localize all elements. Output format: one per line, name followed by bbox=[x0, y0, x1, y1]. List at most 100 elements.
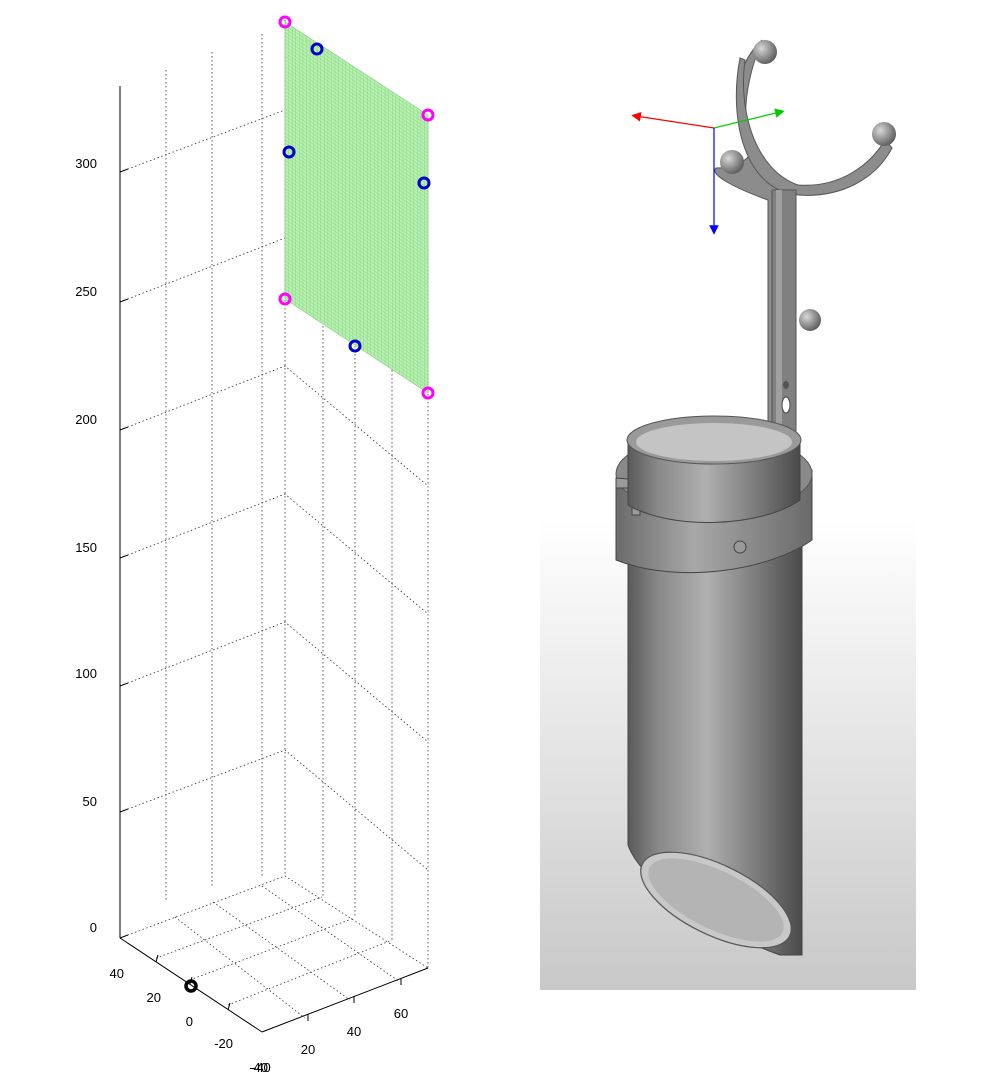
plane-mesh-line bbox=[284, 222, 429, 317]
x-tick: 40 bbox=[347, 1024, 361, 1039]
plane-mesh-line bbox=[284, 291, 429, 387]
plane-mesh-line bbox=[284, 253, 429, 348]
plane-mesh-line bbox=[284, 28, 429, 123]
plane-mesh-line bbox=[284, 80, 429, 175]
plane-mesh-line bbox=[284, 25, 429, 119]
z-axis-labels: 300 250 200 150 100 50 0 bbox=[75, 156, 97, 935]
fiducial-point bbox=[282, 145, 296, 159]
y-axis-arrow bbox=[713, 108, 785, 129]
plane-mesh-line bbox=[284, 177, 429, 272]
plane-mesh-line bbox=[284, 129, 429, 223]
corner-markers bbox=[278, 15, 435, 400]
y-axis-labels: 40 20 0 -20 -40 bbox=[110, 966, 268, 1075]
plane-mesh-line bbox=[284, 91, 429, 185]
plane-mesh-line bbox=[284, 201, 429, 296]
plane-mesh-line bbox=[284, 143, 429, 237]
coordinate-triad bbox=[631, 108, 785, 235]
plane-mesh-line bbox=[284, 257, 429, 352]
plane-mesh-line bbox=[284, 35, 429, 130]
plane-mesh-line bbox=[284, 205, 429, 300]
corner-marker bbox=[421, 108, 435, 122]
plane-mesh-line bbox=[284, 284, 429, 380]
plane-mesh-line bbox=[284, 146, 429, 241]
plane-mesh-line bbox=[284, 139, 429, 234]
plane-mesh-line bbox=[284, 281, 429, 376]
plane-mesh-line bbox=[284, 226, 429, 321]
plane-mesh-line bbox=[284, 63, 429, 157]
plane-mesh-line bbox=[284, 243, 429, 338]
x-tick: 60 bbox=[394, 1006, 408, 1021]
fiducial-balls bbox=[720, 40, 896, 331]
z-tick: 0 bbox=[90, 920, 97, 935]
plane-mesh-line bbox=[284, 59, 429, 154]
plane-mesh-line bbox=[284, 84, 429, 178]
plane-mesh-line bbox=[284, 250, 429, 345]
plane-mesh-line bbox=[284, 298, 429, 394]
plane-mesh-line bbox=[284, 70, 429, 164]
origin-marker bbox=[184, 979, 198, 993]
corner-marker bbox=[421, 386, 435, 400]
x-axis-labels: -40 20 40 60 bbox=[252, 1006, 408, 1075]
fiducial-point bbox=[348, 339, 362, 353]
plane-mesh-line bbox=[284, 132, 429, 227]
plane-mesh-line bbox=[284, 167, 429, 262]
plane-mesh-line bbox=[284, 66, 429, 161]
plane-mesh-line bbox=[284, 52, 429, 147]
plane-mesh-line bbox=[284, 160, 429, 255]
plane-mesh-line bbox=[284, 274, 429, 369]
z-tick: 50 bbox=[83, 794, 97, 809]
plane-mesh-line bbox=[284, 77, 429, 171]
plane-mesh-line bbox=[284, 111, 429, 206]
plane-mesh-line bbox=[284, 101, 429, 196]
y-tick: 20 bbox=[147, 990, 161, 1005]
z-tick: 300 bbox=[75, 156, 97, 171]
plane-mesh-line bbox=[284, 32, 429, 126]
3d-plot: 300 250 200 150 100 50 0 40 20 0 -20 -40… bbox=[75, 15, 435, 1075]
x-tick: -40 bbox=[252, 1060, 271, 1075]
cannula-tube bbox=[627, 529, 803, 956]
plane-mesh-line bbox=[284, 239, 429, 335]
fiducial-point bbox=[417, 176, 431, 190]
fiducial-point bbox=[310, 42, 324, 56]
plane-mesh-line bbox=[284, 104, 429, 199]
corner-marker bbox=[278, 15, 292, 29]
plane-mesh-line bbox=[284, 125, 429, 220]
tube-collar bbox=[626, 415, 802, 523]
plane-mesh-line bbox=[284, 174, 429, 269]
plane-mesh-line bbox=[284, 73, 429, 168]
y-tick: 40 bbox=[110, 966, 124, 981]
holder-arm bbox=[714, 39, 893, 451]
corner-marker bbox=[278, 292, 292, 306]
plane-mesh-line bbox=[284, 42, 429, 137]
plane-mesh-line bbox=[284, 191, 429, 286]
plane-mesh-line bbox=[284, 271, 429, 366]
plane-mesh-line bbox=[284, 115, 429, 209]
plane-mesh-line bbox=[284, 219, 429, 314]
plane-mesh-line bbox=[284, 163, 429, 258]
plane-mesh-line bbox=[284, 136, 429, 230]
z-tick: 150 bbox=[75, 540, 97, 555]
fiducial-ball bbox=[872, 122, 896, 146]
plane-mesh-line bbox=[284, 229, 429, 324]
plane-mesh-line bbox=[284, 87, 429, 182]
x-tick: 20 bbox=[301, 1042, 315, 1057]
plane-mesh-line bbox=[284, 208, 429, 303]
plane-mesh-line bbox=[284, 49, 429, 143]
y-tick: -40 bbox=[249, 1060, 268, 1075]
plane-mesh-line bbox=[284, 122, 429, 216]
plane-mesh-line bbox=[284, 188, 429, 282]
plane-mesh-line bbox=[284, 267, 429, 362]
plane-mesh-line bbox=[284, 39, 429, 133]
plane-mesh-line bbox=[284, 108, 429, 203]
plane-mesh bbox=[284, 21, 429, 394]
plane-mesh-line bbox=[284, 153, 429, 248]
plane-mesh-line bbox=[284, 149, 429, 244]
plane-mesh-line bbox=[284, 288, 429, 383]
plane-mesh-line bbox=[284, 170, 429, 265]
plane-mesh-line bbox=[284, 21, 429, 116]
plane-mesh-line bbox=[284, 260, 429, 355]
plane-mesh-line bbox=[284, 181, 429, 276]
plane-mesh-line bbox=[284, 98, 429, 192]
y-tick: -20 bbox=[214, 1036, 233, 1051]
plane-mesh-line bbox=[284, 236, 429, 331]
